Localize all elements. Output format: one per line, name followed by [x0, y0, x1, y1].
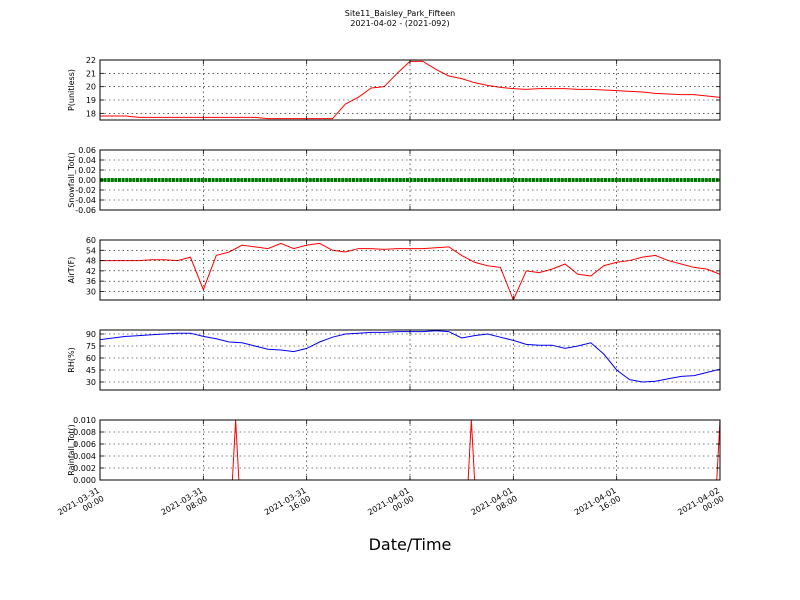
data-line [100, 420, 720, 480]
y-tick-label: 19 [86, 96, 96, 105]
y-tick-label: 0.010 [73, 416, 96, 425]
y-tick-label: 0.04 [78, 156, 96, 165]
y-axis-label: Snowfall_Tot() [67, 152, 76, 208]
axes-frame [99, 149, 721, 211]
y-tick-label: 22 [86, 56, 96, 65]
axes-frame [99, 59, 721, 121]
y-tick-label: 54 [86, 246, 96, 255]
y-tick-label: 21 [86, 69, 96, 78]
figure-subtitle: 2021-04-02 - (2021-092) [350, 19, 449, 28]
axes-frame [99, 419, 721, 481]
y-tick-label: 48 [86, 257, 96, 266]
y-tick-label: 0.008 [73, 428, 96, 437]
y-tick-label: -0.06 [75, 206, 96, 215]
panel-4 [100, 420, 720, 480]
figure-title: Site11_Baisley_Park_Fifteen [345, 9, 455, 18]
y-tick-label: 45 [86, 366, 96, 375]
y-tick-label: 0.002 [73, 464, 96, 473]
y-tick-label: 0.006 [73, 440, 96, 449]
y-axis-label: P(unitless) [67, 69, 76, 111]
y-tick-label: 0.000 [73, 476, 96, 485]
y-axis-label: AirT(F) [67, 257, 76, 284]
y-axis-label: Rainfall_Tot() [67, 424, 76, 476]
y-tick-label: 30 [86, 378, 96, 387]
y-tick-label: 42 [86, 267, 96, 276]
y-axis-label: RH(%) [67, 347, 76, 372]
y-tick-label: -0.04 [75, 196, 96, 205]
axes-frame [99, 239, 721, 301]
y-tick-label: -0.02 [75, 186, 96, 195]
y-tick-label: 0.004 [73, 452, 96, 461]
y-tick-label: 36 [86, 277, 96, 286]
y-tick-label: 0.00 [78, 176, 96, 185]
y-tick-label: 20 [86, 83, 96, 92]
y-tick-label: 0.06 [78, 146, 96, 155]
y-tick-label: 30 [86, 287, 96, 296]
y-tick-label: 60 [86, 354, 96, 363]
y-tick-label: 60 [86, 236, 96, 245]
x-axis-label: Date/Time [369, 535, 452, 554]
y-tick-label: 75 [86, 342, 96, 351]
y-tick-label: 18 [86, 109, 96, 118]
y-tick-label: 0.02 [78, 166, 96, 175]
axes-frame [99, 329, 721, 391]
y-tick-label: 90 [86, 330, 96, 339]
